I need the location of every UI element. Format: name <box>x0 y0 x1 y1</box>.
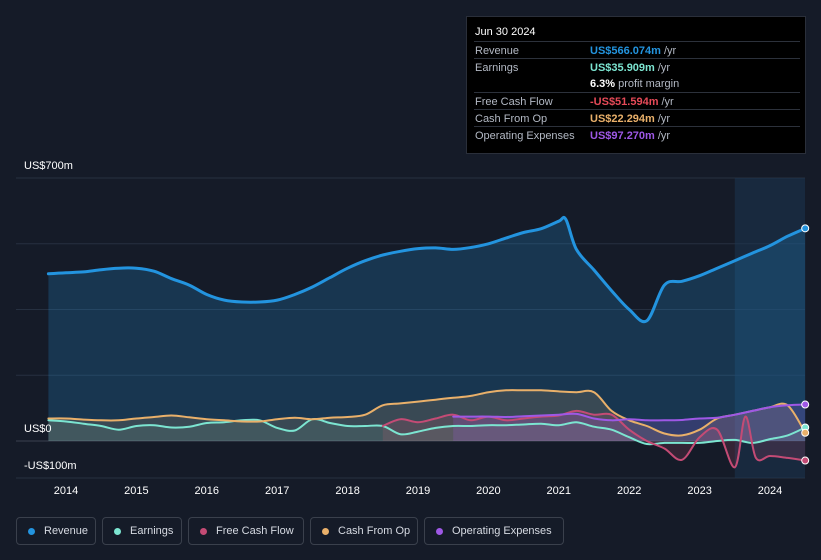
x-tick-label: 2015 <box>124 485 149 497</box>
operating-expenses-line <box>452 403 807 422</box>
x-tick-label: 2016 <box>194 485 220 497</box>
legend-item-operating-expenses[interactable]: Operating Expenses <box>424 517 564 545</box>
x-tick-label: 2022 <box>616 485 642 497</box>
recent-period-highlight <box>734 178 805 478</box>
legend-label: Earnings <box>130 525 174 537</box>
cash-from-op-end-marker <box>801 428 810 437</box>
chart-gridlines <box>16 177 805 479</box>
legend-label: Operating Expenses <box>452 525 552 537</box>
x-tick-label: 2018 <box>335 485 360 497</box>
x-tick-label: 2021 <box>546 485 572 497</box>
x-tick-label: 2014 <box>53 485 79 497</box>
legend-item-free-cash-flow[interactable]: Free Cash Flow <box>188 517 304 545</box>
tooltip-row-operating-expenses: Operating Expenses US$97.270m/yr <box>474 126 800 143</box>
tooltip-value: -US$51.594m/yr <box>590 96 674 108</box>
series-end-markers <box>801 224 810 465</box>
x-tick-label: 2020 <box>476 485 501 497</box>
tooltip-label: Cash From Op <box>475 113 548 125</box>
tooltip-label: Operating Expenses <box>475 130 575 142</box>
tooltip-date: Jun 30 2024 <box>475 26 536 38</box>
cash-from-op-area <box>48 390 806 441</box>
operating-expenses-end-marker <box>801 400 810 409</box>
tooltip-value: US$97.270m/yr <box>590 130 671 142</box>
y-tick-label-top: US$700m <box>24 160 73 172</box>
cash-from-op-line <box>47 389 807 437</box>
earnings-line <box>47 417 807 446</box>
tooltip-row-profit-margin: 6.3% profit margin <box>474 75 800 92</box>
free-cash-flow-line <box>381 409 807 469</box>
data-tooltip: Jun 30 2024 Revenue US$566.074m/yr Earni… <box>466 16 806 154</box>
x-tick-label: 2019 <box>405 485 431 497</box>
revenue-area <box>48 217 806 441</box>
tooltip-row-free-cash-flow: Free Cash Flow -US$51.594m/yr <box>474 92 800 109</box>
tooltip-value: US$566.074m/yr <box>590 45 677 57</box>
tooltip-row-earnings: Earnings US$35.909m/yr <box>474 58 800 75</box>
series-areas <box>48 217 806 468</box>
tooltip-row-revenue: Revenue US$566.074m/yr <box>474 41 800 58</box>
tooltip-value: US$22.294m/yr <box>590 113 671 125</box>
tooltip-label: Earnings <box>475 62 519 74</box>
free-cash-flow-dot-icon <box>200 528 207 535</box>
free-cash-flow-end-marker <box>801 456 810 465</box>
tooltip-value: US$35.909m/yr <box>590 62 671 74</box>
revenue-end-marker <box>801 224 810 233</box>
series-lines <box>46 215 807 469</box>
y-tick-label-bottom: -US$100m <box>24 460 77 472</box>
tooltip-label: Free Cash Flow <box>475 96 553 108</box>
revenue-line <box>46 215 807 324</box>
operating-expenses-area <box>453 404 806 441</box>
y-tick-label-zero: US$0 <box>24 423 52 435</box>
cash-from-op-dot-icon <box>322 528 329 535</box>
operating-expenses-dot-icon <box>436 528 443 535</box>
legend-item-cash-from-op[interactable]: Cash From Op <box>310 517 418 545</box>
legend-item-revenue[interactable]: Revenue <box>16 517 96 545</box>
x-tick-label: 2024 <box>757 485 783 497</box>
legend-label: Free Cash Flow <box>216 525 294 537</box>
legend-label: Cash From Op <box>338 525 411 537</box>
legend-label: Revenue <box>44 525 89 537</box>
earnings-dot-icon <box>114 528 121 535</box>
earnings-area <box>48 418 806 445</box>
x-tick-label: 2023 <box>687 485 712 497</box>
revenue-dot-icon <box>28 528 35 535</box>
tooltip-row-cash-from-op: Cash From Op US$22.294m/yr <box>474 109 800 126</box>
tooltip-value: 6.3% profit margin <box>590 78 680 90</box>
legend-item-earnings[interactable]: Earnings <box>102 517 182 545</box>
tooltip-label: Revenue <box>475 45 520 57</box>
x-tick-label: 2017 <box>264 485 290 497</box>
